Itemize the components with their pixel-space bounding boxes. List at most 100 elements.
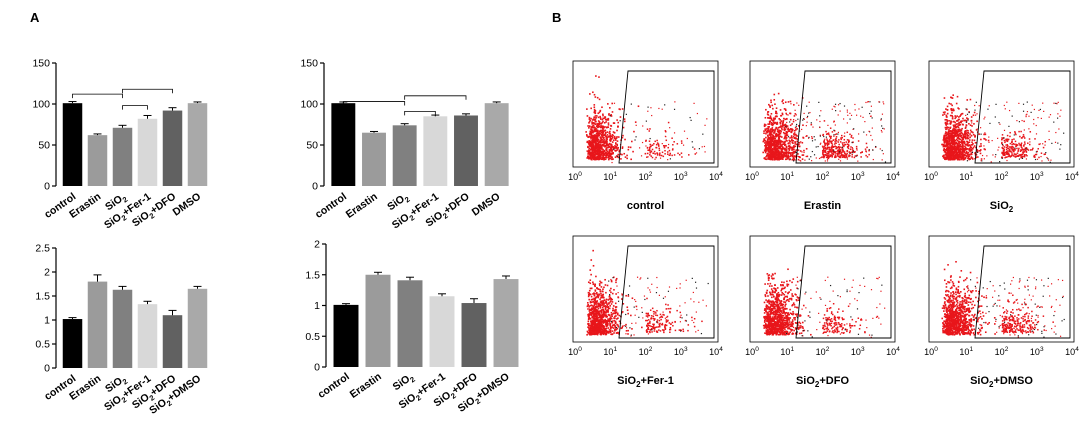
scatter-point: [967, 117, 969, 120]
scatter-point: [609, 115, 611, 117]
scatter-point: [600, 304, 602, 307]
scatter-point: [792, 142, 794, 144]
scatter-point: [837, 150, 840, 153]
scatter-point: [773, 156, 775, 158]
scatter-point: [771, 124, 774, 127]
scatter-point: [595, 306, 598, 308]
scatter-point: [777, 151, 779, 154]
scatter-point: [633, 130, 635, 133]
scatter-point: [664, 296, 666, 298]
scatter-point: [944, 150, 947, 153]
scatter-point: [649, 331, 651, 333]
scatter-point: [669, 328, 671, 331]
scatter-point: [770, 154, 773, 157]
scatter-point: [780, 152, 783, 154]
scatter-point: [784, 118, 787, 121]
scatter-point: [775, 122, 778, 124]
scatter-point: [587, 320, 590, 323]
scatter-point: [783, 141, 785, 144]
scatter-point: [656, 331, 658, 333]
scatter-point: [793, 134, 796, 136]
scatter-point: [650, 145, 652, 147]
scatter-point: [595, 318, 597, 321]
scatter-point: [601, 143, 604, 146]
scatter-point: [786, 134, 789, 137]
scatter-point: [611, 152, 613, 154]
scatter-point: [785, 152, 788, 155]
scatter-point: [592, 320, 594, 322]
scatter-point: [983, 145, 985, 147]
scatter-point: [773, 93, 776, 96]
scatter-point: [951, 145, 953, 148]
scatter-point: [668, 322, 671, 324]
scatter-point: [595, 314, 598, 317]
scatter-point: [1009, 135, 1011, 138]
scatter-point: [967, 157, 970, 160]
scatter-point: [592, 130, 595, 133]
scatter-point: [650, 151, 652, 153]
scatter-point: [591, 140, 594, 142]
scatter-point: [604, 278, 606, 281]
scatter-point: [597, 125, 599, 127]
scatter-point: [611, 111, 614, 113]
scatter-point: [653, 330, 656, 332]
scatter-point: [814, 139, 816, 141]
scatter-point: [588, 116, 591, 119]
scatter-point: [592, 310, 595, 312]
scatter-point: [942, 143, 945, 146]
scatter-point: [962, 136, 964, 139]
condition-label: SiO2: [990, 200, 1014, 214]
scatter-point: [781, 141, 784, 143]
scatter-point: [776, 128, 779, 131]
scatter-point: [622, 134, 624, 137]
scatter-point: [601, 118, 604, 121]
scatter-point: [797, 125, 800, 127]
scatter-point: [824, 151, 826, 153]
scatter-point: [957, 129, 960, 132]
scatter-point: [668, 149, 671, 152]
scatter-point: [589, 300, 592, 303]
scatter-point: [663, 314, 665, 316]
scatter-point: [674, 101, 676, 103]
scatter-point: [617, 156, 620, 159]
scatter-point: [637, 105, 640, 108]
scatter-point: [946, 116, 948, 118]
scatter-point: [823, 156, 825, 159]
x-tick-label: SiO2: [391, 371, 417, 395]
scatter-point: [594, 307, 597, 310]
scatter-point: [601, 133, 604, 135]
scatter-point: [808, 112, 810, 114]
scatter-point: [599, 301, 602, 303]
scatter-point: [947, 138, 949, 140]
scatter-point: [826, 139, 829, 141]
scatter-point: [1011, 143, 1013, 146]
scatter-point: [952, 124, 955, 127]
scatter-point: [829, 139, 831, 141]
scatter-point: [785, 137, 788, 139]
scatter-point: [784, 136, 786, 139]
scatter-point: [779, 109, 782, 111]
scatter-point: [942, 111, 945, 114]
scatter-point: [593, 292, 596, 295]
scatter-point: [848, 155, 850, 158]
scatter-point: [607, 124, 610, 126]
scatter-point: [952, 141, 955, 144]
scatter-point: [793, 119, 795, 121]
scatter-point: [967, 151, 970, 154]
scatter-point: [1047, 158, 1049, 160]
x-tick-label: DMSO: [470, 191, 503, 219]
scatter-point: [846, 143, 849, 145]
scatter-point: [664, 328, 667, 331]
scatter-point: [1034, 158, 1037, 161]
condition-label: control: [627, 200, 664, 212]
scatter-point: [1039, 143, 1041, 145]
scatter-point: [1003, 149, 1005, 152]
scatter-point: [950, 120, 952, 122]
scatter-point: [966, 133, 969, 136]
scatter-point: [653, 313, 655, 315]
scatter-point: [665, 136, 667, 138]
scatter-point: [686, 137, 688, 140]
scatter-point: [843, 145, 845, 148]
scatter-point: [590, 144, 593, 147]
scatter-point: [592, 264, 595, 267]
